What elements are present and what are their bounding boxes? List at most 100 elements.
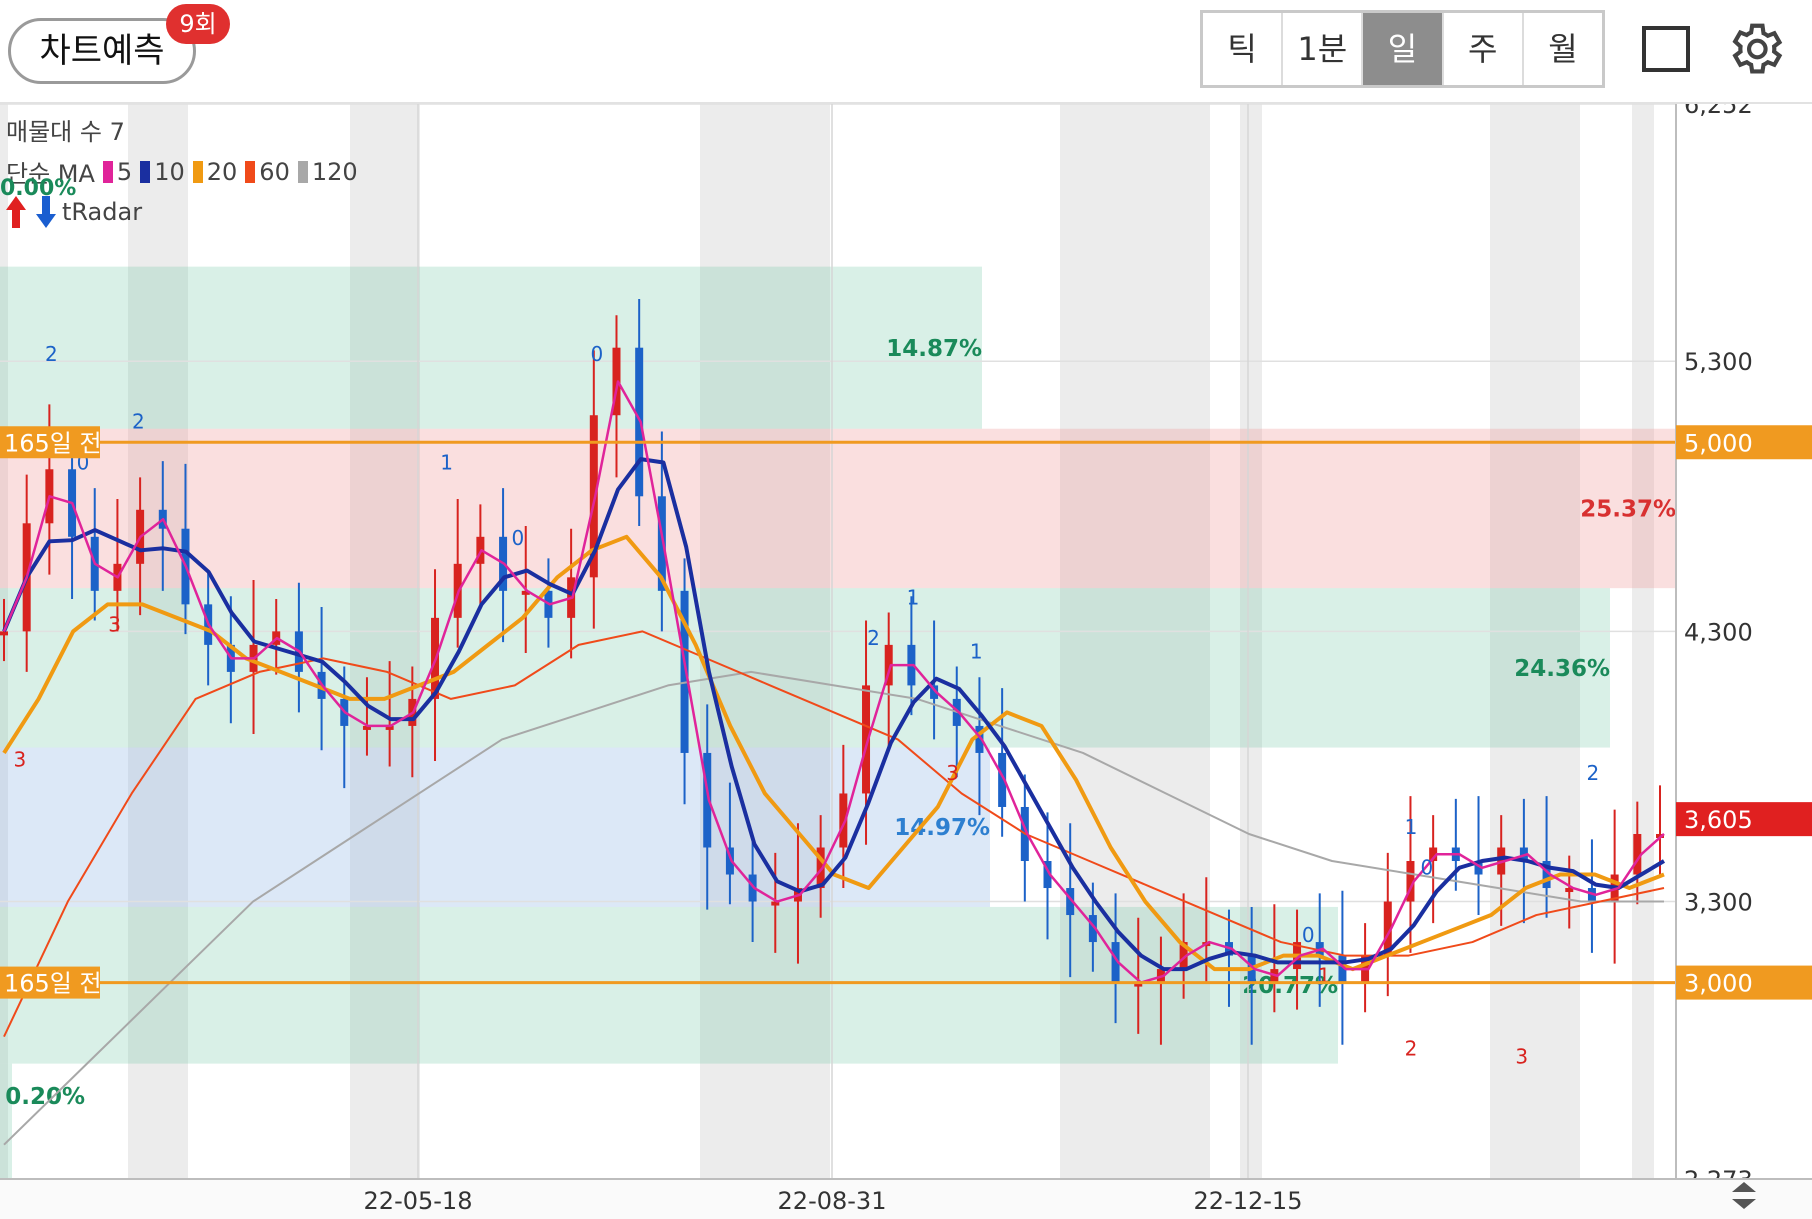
bg-band-6 [1240, 104, 1262, 1179]
candle-body [612, 347, 621, 416]
ma10-period: 10 [154, 157, 185, 186]
ma5-line [2, 380, 1665, 984]
counter-label-0: 2 [45, 342, 58, 366]
up-down-arrows-icon [6, 196, 56, 228]
zone-label-0: 14.87% [886, 336, 982, 362]
ma60-swatch [245, 160, 256, 183]
tradar-text: tRadar [62, 198, 143, 226]
tab-1min[interactable]: 1분 [1281, 13, 1361, 85]
candle-body [1542, 861, 1551, 889]
ma5-swatch [102, 160, 113, 183]
candle-body [385, 725, 394, 730]
ma20-line [2, 534, 1665, 972]
ma60-period: 60 [259, 157, 290, 186]
candle-body [1179, 942, 1188, 970]
y-tick-label-3: 3,300 [1684, 889, 1753, 917]
candle-body [1088, 915, 1097, 943]
zone-0 [0, 266, 982, 429]
candle-body [521, 590, 530, 595]
candle-body [1474, 861, 1483, 875]
candle-body [725, 847, 734, 875]
candle-body [703, 752, 712, 848]
supply-resistance-label: 매물대 수 7 [6, 118, 125, 146]
counter-label-5: 1 [440, 450, 453, 474]
resize-up-icon [1732, 1182, 1756, 1192]
counter-label-17: 0 [1302, 923, 1315, 947]
counter-label-11: 3 [946, 761, 959, 785]
x-tick-label-0: 22-05-18 [364, 1187, 473, 1215]
counter-label-10: 1 [970, 639, 983, 663]
gear-icon[interactable] [1724, 18, 1786, 80]
ma-legend: 단순 MA 5 10 20 60 120 [6, 154, 358, 189]
y-tick-label-1: 5,300 [1684, 348, 1753, 376]
counter-label-13: 0 [1420, 856, 1433, 880]
zone-2 [0, 588, 1610, 748]
top-toolbar: 차트예측 9회 틱 1분 일 주 월 [0, 0, 1812, 104]
candle-body [1066, 888, 1075, 916]
price-tag-label-0: 5,000 [1684, 429, 1753, 457]
top-percent-label: 0.00% [0, 176, 77, 201]
zone-5 [0, 1063, 12, 1179]
bg-band-1 [128, 104, 188, 1179]
tab-month[interactable]: 월 [1521, 13, 1602, 85]
tab-tick[interactable]: 틱 [1227, 30, 1257, 68]
ma5-period: 5 [116, 157, 133, 186]
ma-label: 단순 MA [6, 160, 95, 188]
predict-count-badge: 9회 [166, 4, 230, 44]
resize-down-icon [1732, 1199, 1756, 1209]
zone-label-2: 24.36% [1514, 656, 1610, 682]
candle-body [975, 725, 984, 753]
ref-tag-1 [0, 966, 100, 999]
chart-predict-label: 차트예측 [39, 31, 165, 71]
candle-body [1429, 847, 1438, 862]
bg-band-2 [350, 104, 420, 1179]
ma120-period: 120 [311, 157, 358, 186]
period-tabs: 틱 1분 일 주 월 [1200, 10, 1605, 88]
tab-week[interactable]: 주 [1441, 13, 1522, 85]
candle-body [771, 901, 780, 906]
bg-band-3 [700, 104, 790, 1179]
y-axis-area [1676, 104, 1812, 1179]
counter-label-2: 2 [132, 410, 145, 434]
candle-body [998, 752, 1007, 807]
bg-band-7 [1490, 104, 1580, 1179]
price-tag-2 [1676, 965, 1812, 1000]
tab-day[interactable]: 일 [1361, 13, 1442, 85]
candle-body [884, 644, 893, 686]
price-tag-label-2: 3,000 [1684, 970, 1753, 998]
stock-chart[interactable]: 14.87%25.37%24.36%14.97%20.77%0.20%20233… [0, 104, 1812, 1219]
ma20-swatch [192, 160, 203, 183]
candle-body [680, 590, 689, 753]
ma10-line [2, 457, 1666, 972]
x-tick-label-1: 22-08-31 [778, 1187, 887, 1215]
chart-predict-button[interactable]: 차트예측 [8, 18, 196, 84]
ma120-swatch [297, 160, 308, 183]
counter-label-6: 0 [511, 526, 524, 550]
counter-label-16: 2 [1586, 761, 1599, 785]
counter-label-14: 2 [1405, 1037, 1418, 1061]
tradar-label: tRadar [6, 194, 142, 230]
candle-body [1633, 833, 1642, 875]
bg-band-4 [790, 104, 830, 1179]
price-tag-label-1: 3,605 [1684, 806, 1753, 834]
y-tick-label-0: 6,252 [1684, 104, 1753, 119]
x-tick-label-2: 22-12-15 [1194, 1187, 1303, 1215]
zone-label-1: 25.37% [1580, 496, 1676, 522]
ref-tag-0 [0, 426, 100, 459]
candle-body [1111, 942, 1120, 983]
counter-label-8: 1 [907, 585, 920, 609]
candle-body [657, 496, 666, 591]
ma10-swatch [140, 160, 151, 183]
candle-body [589, 415, 598, 578]
candle-body [1134, 982, 1143, 987]
square-icon[interactable] [1642, 26, 1690, 72]
candle-body [1043, 861, 1052, 889]
counter-label-15: 3 [1515, 1045, 1528, 1069]
candle-body [1406, 861, 1415, 902]
x-axis-area [0, 1179, 1812, 1219]
candle-body [839, 793, 848, 848]
ref-tag-label-0: 165일 전 [4, 429, 102, 457]
counter-label-4: 3 [13, 747, 26, 771]
candle-body [748, 874, 757, 902]
candle-body [0, 631, 8, 636]
